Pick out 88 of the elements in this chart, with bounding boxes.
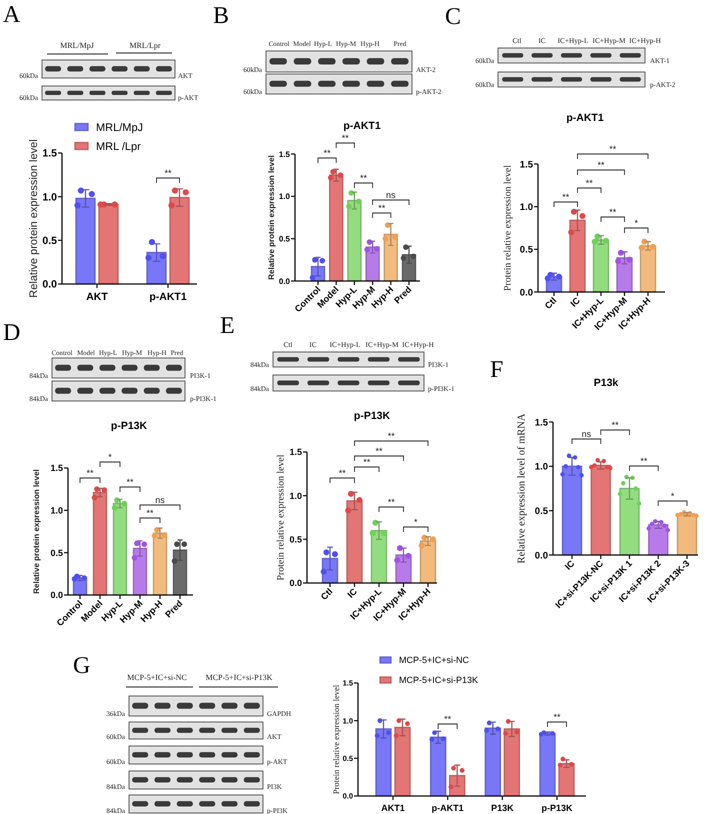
y-tick-label: 1.0 [534, 462, 548, 473]
y-tick-label: 0.0 [520, 287, 533, 298]
y-tick-label: 0.5 [534, 506, 549, 517]
x-tick-label: P13K [491, 803, 514, 813]
y-tick-label: 1.5 [520, 159, 534, 170]
y-tick-label: 1.5 [278, 150, 291, 159]
text: MCP-5+IC+si-P13K [206, 673, 273, 682]
annotation: ** [444, 714, 452, 724]
x-tick-label: p-AKT1 [149, 291, 187, 303]
text: MRL/Lpr [129, 41, 161, 50]
annotation: ** [612, 420, 620, 430]
legend-label: MRL/MpJ [96, 122, 144, 134]
y-tick-label: 0.0 [50, 590, 63, 600]
chart-title: p-AKT1 [343, 120, 381, 132]
text: ** [342, 133, 350, 143]
y-axis-title: Relative protein expression level [28, 139, 40, 298]
annotation: ** [640, 456, 648, 466]
annotation: ns [582, 429, 592, 439]
x-tick-label: p-AKT1 [432, 803, 464, 813]
annotation: ** [164, 168, 172, 178]
text: MRL/MpJ [60, 41, 94, 50]
annotation: ** [360, 173, 368, 183]
y-tick-label: 0.5 [278, 234, 291, 244]
y-tick-label: 0.0 [42, 278, 58, 291]
y-tick-label: 0.5 [289, 534, 302, 544]
y-tick-label: 1.0 [278, 192, 291, 202]
annotation: ** [597, 160, 605, 170]
chart-title: p-P13K [354, 410, 390, 422]
legend-label: MCP-5+IC+si-P13K [399, 675, 478, 686]
annotation: ** [586, 178, 594, 188]
y-axis-title: Protein relative expression level [330, 684, 341, 794]
legend-label: MRL /Lpr [96, 140, 142, 153]
annotation: ** [126, 477, 134, 487]
x-tick-label: Ctl [542, 295, 558, 311]
y-tick-label: 1.5 [50, 463, 63, 474]
chart-title: P13k [594, 377, 618, 389]
y-tick-label: 1.5 [42, 148, 58, 160]
text: MCP-5+IC+si-NC [127, 673, 187, 682]
text: B [213, 3, 230, 29]
text: C [445, 4, 462, 30]
legend-label: MCP-5+IC+si-NC [399, 655, 470, 666]
y-tick-label: 1.0 [520, 202, 533, 213]
y-axis-title: Relative protein expression level [266, 155, 276, 280]
y-tick-label: 0.0 [289, 578, 302, 588]
annotation: ** [146, 508, 154, 518]
x-tick-label: AKT1 [381, 803, 405, 813]
y-axis-title: Relative expression level of mRNA [516, 413, 528, 564]
annotation: ** [375, 446, 383, 456]
text: D [3, 320, 20, 346]
annotation: ** [388, 497, 396, 507]
y-tick-label: 0.0 [278, 276, 291, 286]
annotation: ** [338, 468, 346, 478]
annotation: * [670, 491, 675, 501]
y-tick-label: 1.0 [289, 490, 302, 501]
text: A [3, 2, 21, 28]
x-tick-label: Ctl [318, 586, 334, 602]
x-tick-label: AKT [86, 291, 108, 303]
annotation: ** [562, 192, 570, 202]
y-tick-label: 0.5 [42, 235, 58, 248]
y-tick-label: 1.5 [534, 417, 549, 428]
y-axis-title: Protein relative expression level [502, 164, 514, 291]
annotation: ** [363, 457, 371, 467]
y-tick-label: 1.5 [289, 447, 302, 458]
text: F [490, 357, 504, 383]
annotation: * [414, 517, 418, 527]
y-tick-label: 0.5 [520, 244, 534, 256]
text: E [220, 313, 235, 339]
annotation: ** [609, 207, 617, 217]
chart-title: p-P13K [110, 420, 148, 432]
annotation: * [634, 218, 638, 228]
y-tick-label: 0.5 [50, 548, 63, 558]
text: * [108, 452, 112, 462]
text: ** [609, 144, 617, 154]
text: G [73, 653, 90, 679]
annotation: ** [86, 468, 94, 478]
annotation: ** [378, 203, 386, 213]
y-axis-title: Relative protein expression level [32, 469, 41, 594]
chart-title: p-AKT1 [566, 112, 604, 124]
y-axis-title: Protein relative expression level [275, 454, 286, 580]
y-tick-label: 1.0 [50, 505, 63, 516]
y-tick-label: 0.0 [534, 550, 548, 562]
annotation: ns [386, 190, 396, 200]
y-tick-label: 1.0 [42, 191, 58, 204]
x-tick-label: p-P13K [541, 803, 573, 813]
annotation: ns [155, 495, 166, 505]
text: ** [388, 431, 396, 441]
annotation: ** [324, 148, 332, 158]
annotation: ** [553, 712, 561, 722]
